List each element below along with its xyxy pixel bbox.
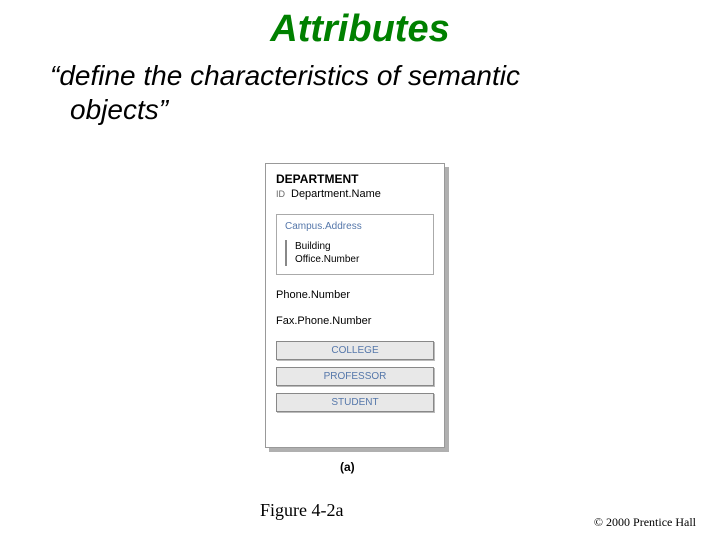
fax-number: Fax.Phone.Number xyxy=(276,315,434,327)
campus-address-group: Campus.Address Building Office.Number xyxy=(276,214,434,275)
building-group: Building Office.Number xyxy=(285,240,425,266)
id-row: ID Department.Name xyxy=(276,188,434,200)
semantic-object-diagram: DEPARTMENT ID Department.Name Campus.Add… xyxy=(265,163,455,448)
page-title: Attributes xyxy=(0,8,720,51)
copyright-text: © 2000 Prentice Hall xyxy=(594,515,696,530)
building-text: Building xyxy=(295,240,425,253)
id-label: ID xyxy=(276,189,285,199)
figure-caption: Figure 4-2a xyxy=(260,500,343,521)
subtitle: “define the characteristics of semantic … xyxy=(50,59,720,126)
campus-label: Campus.Address xyxy=(285,221,425,232)
diagram-sublabel: (a) xyxy=(340,460,355,474)
phone-number: Phone.Number xyxy=(276,289,434,301)
diagram-header: DEPARTMENT xyxy=(276,172,434,186)
subtitle-line1: “define the characteristics of semantic xyxy=(50,60,520,91)
professor-object: PROFESSOR xyxy=(276,367,434,386)
student-object: STUDENT xyxy=(276,393,434,412)
office-number-text: Office.Number xyxy=(295,253,425,266)
diagram-box: DEPARTMENT ID Department.Name Campus.Add… xyxy=(265,163,445,448)
college-object: COLLEGE xyxy=(276,341,434,360)
subtitle-line2: objects” xyxy=(70,94,168,125)
department-name: Department.Name xyxy=(291,188,381,200)
